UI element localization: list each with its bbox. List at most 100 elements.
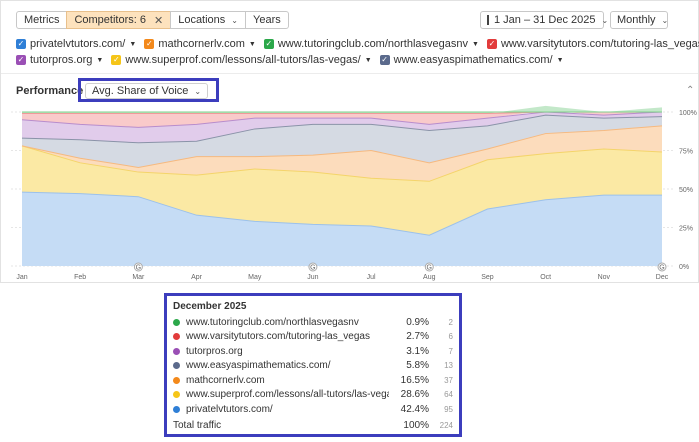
tooltip-row: www.easyaspimathematics.com/5.8% 13 — [173, 359, 453, 374]
date-range-picker[interactable]: 1 Jan – 31 Dec 2025 ⌄ — [480, 11, 608, 29]
competitor-item[interactable]: ✓ privatelvtutors.com/▼ — [16, 38, 136, 50]
chevron-down-icon: ⌄ — [661, 15, 669, 25]
years-filter-label: Years — [253, 14, 281, 26]
tooltip-row-name: www.easyaspimathematics.com/ — [186, 360, 331, 372]
x-tick-label: Jan — [16, 274, 27, 281]
tooltip-total-count: 224 — [439, 421, 453, 431]
competitor-item[interactable]: ✓ www.tutoringclub.com/northlasvegasnv ▼ — [263, 38, 479, 50]
competitor-item[interactable]: ✓ www.easyaspimathematics.com/▼ — [379, 54, 564, 66]
granularity-label: Monthly — [617, 14, 656, 26]
event-marker-glyph: G — [659, 265, 664, 272]
close-icon[interactable]: ✕ — [153, 14, 164, 27]
event-marker-icon — [424, 262, 434, 272]
area-series — [22, 110, 662, 128]
tooltip-row-pct: 5.8% — [406, 360, 429, 372]
area-series — [22, 112, 662, 143]
tooltip-row-count: 64 — [444, 390, 453, 400]
checkbox-checked-icon[interactable]: ✓ — [379, 55, 390, 65]
x-tick-label: Jun — [307, 274, 318, 281]
caret-down-icon[interactable]: ▼ — [129, 40, 137, 48]
caret-down-icon[interactable]: ▼ — [556, 56, 564, 64]
divider — [1, 73, 698, 74]
performance-heading: Performance — [16, 85, 84, 97]
competitors-filter-button[interactable]: Competitors: 6 ✕ — [66, 11, 172, 29]
tooltip-row-name: www.varsitytutors.com/tutoring-las_vegas — [186, 331, 370, 343]
series-line — [21, 114, 663, 144]
checkbox-checked-icon[interactable]: ✓ — [144, 39, 155, 49]
x-tick-label: Aug — [423, 274, 436, 281]
tooltip-row: mathcornerlv.com 16.5% 37 — [173, 373, 453, 388]
x-tick-label: May — [248, 274, 262, 281]
tooltip-row-count: 2 — [448, 317, 453, 327]
share-of-voice-chart[interactable]: 100% 75% 50% 25% 0% Jan Feb Mar Apr May Jun Jul Aug S… — [1, 101, 699, 284]
tooltip-row-pct: 0.9% — [406, 316, 429, 328]
chevron-down-icon: ⌄ — [601, 15, 609, 25]
chevron-down-icon: ⌄ — [194, 86, 202, 96]
checkbox-checked-icon[interactable]: ✓ — [16, 39, 26, 49]
tooltip-row-count: 13 — [444, 361, 453, 371]
tooltip-title: December 2025 — [173, 301, 247, 312]
tooltip-row-count: 37 — [444, 375, 453, 385]
date-range-label: 1 Jan – 31 Dec 2025 — [494, 14, 596, 26]
area-series — [22, 145, 662, 236]
tooltip-row-pct: 2.7% — [406, 331, 429, 343]
event-marker-icon — [133, 262, 143, 272]
event-marker-glyph: G — [427, 265, 432, 272]
competitor-label: www.varsitytutors.com/tutoring-las_vegas — [500, 38, 699, 50]
competitor-item[interactable]: ✓ www.superprof.com/lessons/all-tutors/la… — [111, 54, 372, 66]
checkbox-checked-icon[interactable]: ✓ — [263, 39, 274, 49]
competitor-item[interactable]: ✓ www.varsitytutors.com/tutoring-las_vega… — [486, 38, 699, 50]
checkbox-checked-icon[interactable]: ✓ — [111, 55, 122, 65]
years-filter-button[interactable]: Years — [245, 11, 289, 29]
caret-down-icon[interactable]: ▼ — [96, 56, 104, 64]
x-tick-label: Dec — [656, 274, 669, 281]
metrics-filter-button[interactable]: Metrics — [16, 11, 68, 29]
competitor-label: www.tutoringclub.com/northlasvegasnv — [277, 38, 469, 50]
tooltip-row-name: www.superprof.com/lessons/all-tutors/las… — [186, 389, 389, 401]
y-tick-label: 100% — [679, 110, 697, 117]
competitor-item[interactable]: ✓ tutorpros.org ▼ — [16, 54, 103, 66]
series-line — [21, 145, 663, 182]
tooltip-row: www.superprof.com/lessons/all-tutors/las… — [173, 388, 453, 403]
competitor-row-1: ✓ privatelvtutors.com/▼ ✓ mathcornerlv.com… — [16, 38, 699, 50]
event-marker-icon — [308, 262, 318, 272]
y-tick-label: 0% — [679, 264, 689, 271]
competitor-label: mathcornerlv.com — [158, 38, 245, 50]
tooltip-row-name: privatelvtutors.com/ — [186, 403, 273, 415]
competitor-label: www.superprof.com/lessons/all-tutors/las… — [125, 54, 361, 66]
caret-down-icon[interactable]: ▼ — [248, 40, 256, 48]
series-dot-icon — [173, 391, 180, 399]
competitor-label: tutorpros.org — [30, 54, 93, 66]
event-marker-icon — [657, 262, 667, 272]
competitor-item[interactable]: ✓ mathcornerlv.com ▼ — [144, 38, 256, 50]
granularity-select[interactable]: Monthly ⌄ — [610, 11, 668, 29]
x-tick-label: Jul — [367, 274, 376, 281]
x-tick-label: Nov — [598, 274, 611, 281]
caret-down-icon[interactable]: ▼ — [364, 56, 372, 64]
competitor-row-2: ✓ tutorpros.org ▼ ✓ www.superprof.com/lesso… — [16, 54, 572, 66]
checkbox-checked-icon[interactable]: ✓ — [16, 55, 26, 65]
locations-filter-button[interactable]: Locations ⌄ — [170, 11, 246, 29]
series-dot-icon — [173, 376, 180, 384]
chevron-up-icon[interactable]: ⌃ — [686, 85, 695, 96]
checkbox-checked-icon[interactable]: ✓ — [486, 39, 497, 49]
metric-select[interactable]: Avg. Share of Voice ⌄ — [85, 83, 209, 99]
series-line — [21, 125, 663, 168]
series-dot-icon — [173, 318, 180, 326]
y-tick-label: 75% — [679, 149, 693, 156]
performance-panel: Metrics Competitors: 6 ✕ Locations ⌄ Years… — [0, 0, 699, 283]
tooltip-row-pct: 42.4% — [400, 403, 429, 415]
event-marker-glyph: G — [310, 265, 315, 272]
tooltip-row-name: tutorpros.org — [186, 345, 243, 357]
series-dot-icon — [173, 362, 180, 370]
series-line — [21, 111, 663, 128]
competitors-filter-label: Competitors: 6 — [74, 14, 146, 26]
locations-filter-label: Locations — [178, 14, 226, 26]
metric-select-label: Avg. Share of Voice — [92, 85, 189, 97]
caret-down-icon[interactable]: ▼ — [472, 40, 479, 48]
calendar-icon — [487, 15, 489, 25]
tooltip-total-pct: 100% — [403, 420, 429, 432]
tooltip-row-count: 6 — [448, 332, 453, 342]
tooltip-row-name: mathcornerlv.com — [186, 374, 265, 386]
tooltip-row: tutorpros.org 3.1% 7 — [173, 344, 453, 359]
